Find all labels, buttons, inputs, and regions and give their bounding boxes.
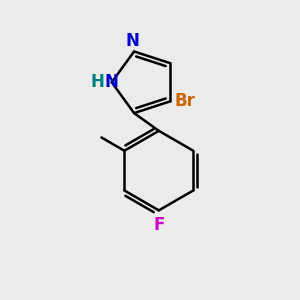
- Text: N: N: [105, 73, 119, 91]
- Text: H: H: [91, 73, 104, 91]
- Text: F: F: [153, 216, 164, 234]
- Text: N: N: [126, 32, 140, 50]
- Text: Br: Br: [175, 92, 196, 110]
